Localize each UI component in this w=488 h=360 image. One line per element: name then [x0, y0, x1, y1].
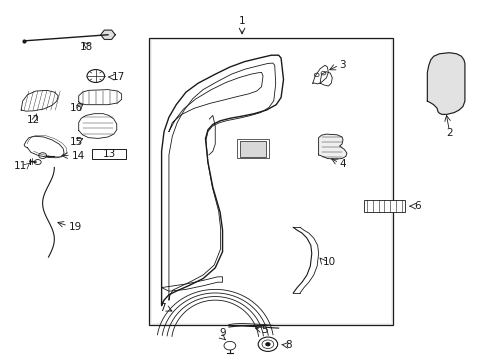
Text: 5: 5	[261, 325, 267, 335]
Text: 10: 10	[322, 257, 335, 267]
Text: 8: 8	[285, 340, 291, 350]
Text: 6: 6	[413, 201, 420, 211]
Polygon shape	[318, 134, 346, 159]
Text: 1: 1	[238, 16, 245, 26]
Text: 16: 16	[69, 103, 83, 113]
Text: 19: 19	[69, 222, 82, 232]
Text: 12: 12	[27, 115, 41, 125]
Text: 18: 18	[79, 42, 92, 52]
Bar	[239, 140, 266, 157]
Polygon shape	[101, 30, 115, 40]
Text: 2: 2	[445, 129, 452, 138]
Text: 15: 15	[69, 137, 83, 147]
Bar	[363, 200, 405, 212]
Text: 11: 11	[14, 161, 27, 171]
Text: 13: 13	[102, 149, 116, 159]
Bar	[152, 40, 390, 323]
Text: 4: 4	[339, 159, 346, 169]
Text: 14: 14	[71, 150, 84, 161]
Text: 3: 3	[339, 60, 346, 70]
Bar	[149, 39, 392, 325]
Polygon shape	[427, 53, 464, 114]
Text: 9: 9	[219, 328, 225, 338]
Bar	[237, 139, 268, 158]
Text: 7: 7	[159, 303, 165, 314]
Circle shape	[265, 343, 269, 346]
Text: 17: 17	[112, 72, 125, 82]
Bar	[92, 149, 126, 159]
